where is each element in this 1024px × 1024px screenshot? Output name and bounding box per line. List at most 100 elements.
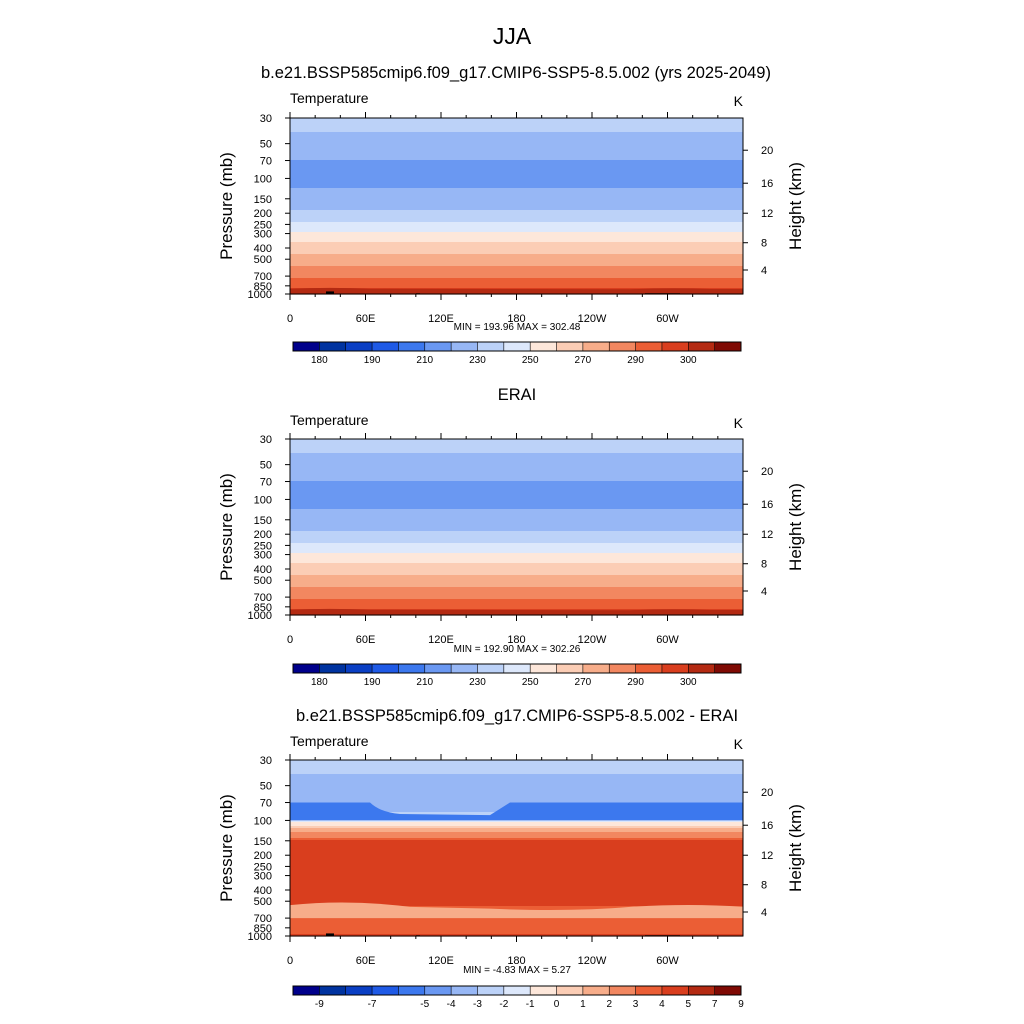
contour-band [290,603,743,606]
contour-band [290,509,743,512]
contour-band [290,830,743,833]
contour-band [290,571,743,574]
colorbar-swatch [582,342,610,351]
panel-3-colorbar: -9 -7 -5 -4 -3 -2 -1 0 1 2 3 4 5 7 9 [292,985,744,1010]
height-tick-label: 4 [761,907,767,919]
contour-band [290,457,743,460]
contour-band [290,862,743,865]
contour-band [290,780,743,783]
contour-band [290,581,743,584]
contour-band [290,904,743,907]
contour-band [290,898,743,901]
contour-band [290,778,743,781]
contour-band [290,158,743,161]
pressure-tick-label: 50 [260,460,272,472]
longitude-tick-label: 120W [578,634,607,646]
colorbar-label: 2 [606,999,612,1010]
colorbar-swatch [293,986,320,995]
contour-band [290,240,743,243]
contour-band [290,272,743,275]
colorbar-swatch [688,664,716,673]
contour-region [290,287,743,294]
colorbar-label: 180 [311,355,328,366]
pressure-tick-label: 1000 [248,931,272,943]
pressure-tick-label: 100 [254,494,272,506]
panel-1-y-axis-label: Pressure (mb) [217,152,236,260]
colorbar-label: 270 [575,355,592,366]
contour-band [290,439,743,442]
height-tick-label: 20 [761,466,773,478]
contour-band [290,884,743,887]
colorbar-swatch [424,342,452,351]
contour-band [290,278,743,281]
pressure-tick-label: 500 [254,254,272,266]
contour-band [290,274,743,277]
contour-band [290,146,743,149]
colorbar-swatch [635,664,663,673]
colorbar-swatch [477,986,505,995]
panel-1-units-label: K [734,93,744,109]
pressure-tick-label: 70 [260,156,272,168]
panel-2-variable-label: Temperature [290,412,369,428]
colorbar-label: -1 [526,999,535,1010]
contour-band [290,276,743,279]
contour-band [290,768,743,771]
contour-band [290,597,743,600]
contour-band [290,479,743,482]
contour-band [290,513,743,516]
colorbar-swatch [372,342,399,351]
terrain-mask [326,291,334,294]
contour-band [290,473,743,476]
colorbar-swatch [503,986,531,995]
contour-band [290,926,743,929]
contour-band [290,459,743,462]
contour-band [290,178,743,181]
pressure-tick-label: 150 [254,836,272,848]
contour-band [290,848,743,851]
colorbar-swatch [372,986,399,995]
colorbar-swatch [582,664,610,673]
contour-band [290,503,743,506]
colorbar-label: 3 [633,999,639,1010]
contour-band [290,495,743,498]
contour-band [290,559,743,562]
colorbar-swatch [372,664,399,673]
pressure-tick-label: 30 [260,755,272,767]
figure-title: JJA [493,23,532,49]
colorbar-swatch [398,986,426,995]
panel-3-units-label: K [734,736,744,752]
height-tick-label: 4 [761,265,767,277]
contour-region [290,608,743,615]
contour-band [290,216,743,219]
contour-band [290,256,743,259]
colorbar-label: 230 [469,355,486,366]
contour-band [290,764,743,767]
contour-band [290,186,743,189]
contour-band [290,246,743,249]
contour-band [290,800,743,803]
pressure-tick-label: 300 [254,871,272,883]
contour-band [290,776,743,779]
colorbar-label: -9 [315,999,324,1010]
colorbar-swatch [688,986,716,995]
contour-band [290,172,743,175]
height-tick-label: 12 [761,208,773,220]
colorbar-label: 290 [627,677,644,688]
colorbar-frame [292,341,742,352]
contour-band [290,236,743,239]
height-tick-label: 12 [761,529,773,541]
contour-band [290,545,743,548]
contour-band [290,453,743,456]
contour-band [290,144,743,147]
contour-band [290,130,743,133]
pressure-tick-label: 850 [254,923,272,935]
contour-band [290,445,743,448]
contour-band [290,238,743,241]
colorbar-swatch [424,664,452,673]
contour-band [290,920,743,923]
contour-band [290,587,743,590]
colorbar-label: 5 [686,999,692,1010]
panel-1-plot: 3050701001502002503004005007008501000481… [248,112,773,325]
colorbar-label: 300 [680,355,697,366]
